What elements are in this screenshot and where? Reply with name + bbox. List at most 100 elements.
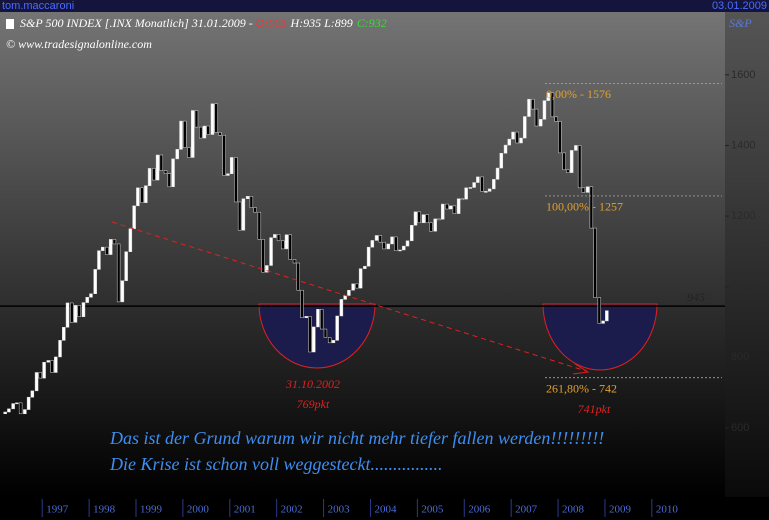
candle	[11, 403, 15, 410]
candle	[405, 240, 410, 247]
y-tick-label: 1200	[731, 210, 755, 222]
candle	[460, 198, 465, 201]
x-tick-label: 2003	[328, 504, 351, 516]
candle	[152, 168, 156, 181]
candle	[472, 182, 476, 188]
fib-label: 100,00% - 1257	[546, 200, 623, 214]
trend-arrow	[572, 363, 590, 375]
candle	[261, 239, 265, 273]
candle	[569, 150, 574, 173]
candle	[7, 408, 11, 413]
candle	[253, 207, 257, 213]
candle	[394, 236, 398, 251]
candle	[108, 239, 113, 255]
candle	[492, 179, 496, 190]
x-tick-label: 2009	[609, 504, 632, 516]
candle	[77, 305, 81, 317]
candle	[347, 289, 351, 296]
candle	[319, 309, 324, 330]
candle	[410, 225, 414, 242]
candle	[144, 185, 148, 203]
candle	[89, 293, 93, 298]
candle	[429, 222, 433, 232]
candle	[425, 214, 429, 224]
fib-label: 0,00% - 1576	[546, 87, 611, 101]
candle	[363, 265, 367, 269]
candle	[480, 176, 484, 192]
candle	[276, 234, 281, 242]
candle	[382, 241, 386, 250]
candle	[390, 236, 394, 245]
bar-date: 03.01.2009	[712, 0, 767, 12]
candle	[585, 186, 590, 193]
fib-label: 261,80% - 742	[546, 382, 617, 396]
candle	[273, 234, 277, 238]
candle	[445, 203, 449, 210]
candle	[386, 243, 391, 250]
candle	[65, 302, 70, 328]
candle	[214, 103, 218, 133]
candle	[155, 154, 160, 181]
candle	[515, 131, 519, 144]
candle	[15, 402, 19, 405]
candle	[448, 205, 453, 210]
candle	[147, 168, 152, 186]
highlight-arc	[542, 303, 658, 371]
candle	[597, 297, 602, 324]
candle	[70, 302, 74, 323]
candle	[507, 138, 511, 146]
plot-area	[0, 12, 725, 497]
candle	[42, 361, 46, 379]
candle	[574, 145, 578, 151]
candle	[413, 211, 418, 226]
candle	[468, 187, 473, 189]
candle	[226, 173, 230, 176]
candle	[3, 411, 7, 415]
title-text: S&P 500 INDEX [.INX Monatlich] 31.01.200…	[20, 16, 256, 30]
candle	[355, 283, 359, 289]
candle	[175, 149, 179, 160]
chart-title: S&P 500 INDEX [.INX Monatlich] 31.01.200…	[20, 16, 387, 30]
candle	[417, 211, 421, 224]
x-tick-label: 2005	[421, 504, 444, 516]
candle	[23, 409, 27, 415]
candle	[167, 173, 172, 188]
candle	[566, 169, 570, 173]
x-tick-label: 2010	[656, 504, 679, 516]
x-tick-label: 2002	[281, 504, 303, 516]
candle	[34, 372, 39, 392]
candle	[97, 250, 101, 270]
candle	[577, 145, 582, 189]
candle	[374, 235, 379, 241]
candle	[198, 126, 203, 139]
candle	[85, 297, 89, 303]
candle	[128, 228, 133, 252]
candle	[218, 132, 222, 136]
candle	[589, 186, 594, 229]
candle	[46, 360, 51, 363]
candle	[487, 188, 492, 192]
candle	[124, 251, 128, 281]
high-low-value: H:935 L:899	[289, 16, 352, 30]
candle	[527, 98, 531, 117]
candle	[304, 316, 308, 319]
axis-panel	[725, 12, 769, 497]
candle	[523, 116, 527, 139]
candle	[601, 320, 605, 324]
candle	[476, 176, 480, 183]
candle	[593, 227, 597, 298]
candle	[316, 309, 320, 328]
y-tick-label: 1400	[731, 139, 755, 151]
candle	[191, 110, 195, 158]
candle	[116, 243, 121, 303]
candle	[323, 328, 328, 338]
source: © www.tradesignalonline.com	[6, 37, 152, 51]
candle	[18, 402, 23, 415]
candle	[265, 265, 269, 273]
candle	[163, 170, 168, 174]
candle	[112, 239, 117, 245]
x-tick-label: 2008	[562, 504, 585, 516]
candle	[202, 125, 207, 139]
candle	[421, 214, 426, 224]
candle	[464, 187, 468, 200]
